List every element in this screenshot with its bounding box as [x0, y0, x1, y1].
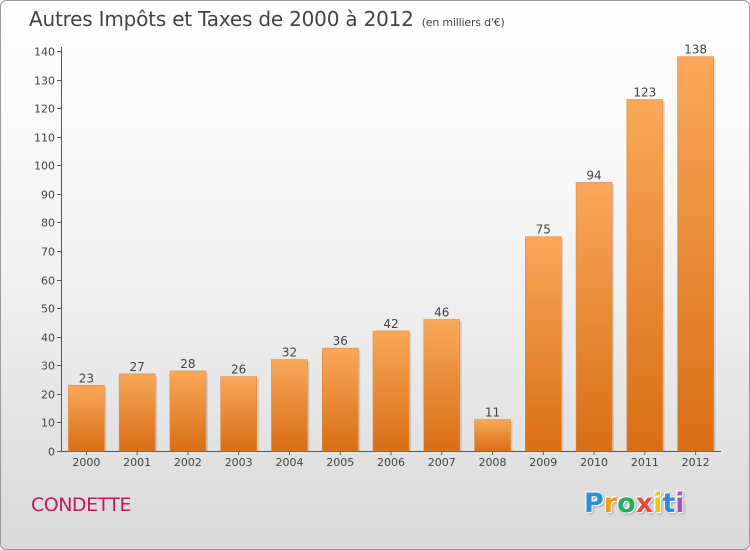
y-tick-label: 0	[48, 446, 55, 459]
y-tick-label: 100	[34, 160, 55, 173]
y-tick-label: 50	[41, 303, 55, 316]
bar	[68, 384, 105, 452]
bar	[677, 56, 714, 452]
x-tick-label: 2002	[174, 456, 202, 469]
x-tick-label: 2010	[580, 456, 608, 469]
logo-letter: r	[603, 488, 618, 519]
bar	[169, 370, 207, 452]
data-label: 36	[333, 334, 348, 348]
chart-unit: (en milliers d'€)	[421, 16, 505, 29]
x-tick-label: 2008	[479, 456, 507, 469]
chart-title-text: Autres Impôts et Taxes de 2000 à 2012	[29, 7, 414, 31]
x-tick-label: 2000	[72, 456, 100, 469]
bar	[626, 99, 664, 452]
logo-letter: x	[635, 488, 654, 519]
data-label: 11	[485, 406, 500, 420]
x-tick-label: 2001	[123, 456, 151, 469]
data-label: 32	[282, 346, 297, 360]
chart-title: Autres Impôts et Taxes de 2000 à 2012 (en…	[29, 7, 505, 31]
y-tick-label: 140	[34, 46, 55, 59]
commune-name: CONDETTE	[31, 494, 131, 516]
x-tick-label: 2007	[428, 456, 456, 469]
x-tick-label: 2003	[225, 456, 253, 469]
data-label: 26	[231, 363, 246, 377]
bar	[220, 376, 257, 452]
y-tick-label: 70	[41, 246, 55, 259]
bars	[68, 56, 716, 452]
x-tick-label: 2011	[631, 456, 659, 469]
y-tick-label: 60	[41, 275, 55, 288]
bar	[321, 347, 359, 452]
y-tick-label: 30	[41, 360, 55, 373]
data-label: 27	[130, 360, 145, 374]
bar	[575, 182, 613, 452]
axes: 0 10 20 30 40 50 60 70 80 90 100 110 120 130 140 2000 20…	[34, 46, 721, 469]
y-tick-label: 90	[41, 189, 55, 202]
proxiti-logo: Proxiti	[584, 488, 685, 519]
bar	[423, 319, 461, 452]
logo-letter: i	[675, 488, 685, 519]
y-tick-label: 80	[41, 217, 55, 230]
bar	[118, 373, 156, 452]
x-tick-label: 2005	[326, 456, 354, 469]
data-label: 94	[586, 168, 601, 182]
x-tick-label: 2004	[275, 456, 303, 469]
data-label: 138	[684, 43, 707, 57]
logo-letter: i	[653, 488, 663, 519]
data-label: 46	[434, 306, 449, 320]
bar	[474, 419, 511, 452]
data-label: 23	[79, 371, 94, 385]
bar	[271, 359, 308, 452]
bar	[525, 236, 562, 452]
y-tick-label: 10	[41, 417, 55, 430]
y-tick-label: 20	[41, 389, 55, 402]
x-tick-label: 2012	[682, 456, 710, 469]
data-label: 123	[633, 86, 656, 100]
data-label: 75	[536, 223, 551, 237]
y-tick-label: 120	[34, 103, 55, 116]
logo-letter: P	[584, 488, 604, 519]
y-tick-label: 40	[41, 332, 55, 345]
x-tick-label: 2009	[529, 456, 557, 469]
y-tick-label: 110	[34, 132, 55, 145]
data-labels: 23 27 28 26 32 36 42 46 11 75 94 123 138	[79, 43, 707, 420]
data-label: 42	[383, 317, 398, 331]
logo-letter: t	[662, 488, 676, 519]
data-label: 28	[180, 357, 195, 371]
x-tick-label: 2006	[377, 456, 405, 469]
logo-letter: o	[617, 488, 636, 519]
bar	[372, 330, 410, 452]
y-tick-label: 130	[34, 75, 55, 88]
